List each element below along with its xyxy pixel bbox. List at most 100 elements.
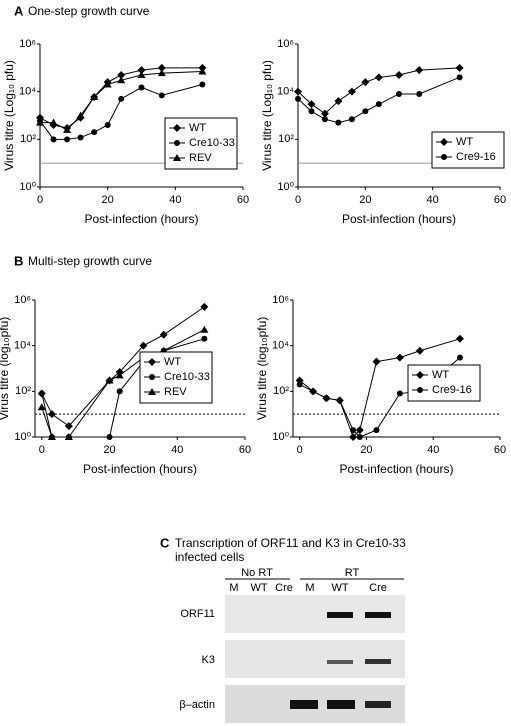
lane-label: WT — [331, 582, 348, 594]
point — [105, 376, 114, 384]
point — [350, 427, 357, 434]
point — [375, 101, 382, 108]
point — [296, 381, 303, 388]
y-tick-label: 10² — [278, 133, 294, 145]
point — [157, 63, 166, 72]
x-tick-label: 60 — [237, 194, 249, 206]
x-tick-label: 60 — [494, 194, 506, 206]
x-axis-label: Post-infection (hours) — [83, 462, 197, 476]
point — [307, 100, 316, 109]
point — [47, 433, 56, 440]
panel-title: One-step growth curve — [28, 4, 150, 18]
y-tick-label: 10⁰ — [14, 431, 31, 443]
legend-marker — [440, 138, 448, 146]
x-axis-label: Post-infection (hours) — [342, 212, 456, 226]
x-axis-label: Post-infection (hours) — [84, 212, 198, 226]
point — [347, 87, 356, 96]
point — [139, 341, 148, 350]
y-tick-label: 10² — [273, 385, 289, 397]
band — [327, 660, 353, 664]
point — [321, 116, 328, 123]
point — [416, 90, 423, 97]
legend-label: Cre9-16 — [432, 384, 472, 396]
y-tick-label: 10⁰ — [19, 181, 36, 193]
panel-title: Multi-step growth curve — [28, 254, 152, 268]
x-tick-label: 20 — [360, 444, 372, 456]
point — [396, 90, 402, 97]
legend-label: WT — [189, 122, 206, 134]
group-label: No RT — [241, 567, 273, 579]
point — [396, 390, 403, 397]
y-axis-label: Virus titre (log₁₀pfu) — [0, 317, 11, 421]
point — [47, 410, 56, 419]
point — [118, 95, 125, 102]
y-tick-label: 10⁴ — [19, 86, 36, 98]
x-tick-label: 20 — [103, 444, 115, 456]
point — [361, 78, 370, 87]
point — [336, 397, 343, 404]
y-tick-label: 10⁶ — [19, 38, 36, 50]
legend-label: REV — [164, 386, 187, 398]
band — [290, 700, 318, 709]
y-axis-label: Virus titre (Log₁₀ pfu) — [260, 60, 274, 171]
point — [116, 388, 123, 395]
point — [335, 119, 342, 126]
legend-label: WT — [432, 369, 449, 381]
point — [38, 390, 45, 397]
point — [49, 118, 58, 126]
y-tick-label: 10⁰ — [272, 431, 289, 443]
point — [415, 66, 424, 75]
point — [64, 433, 73, 440]
point — [456, 354, 463, 361]
legend-marker — [174, 140, 180, 146]
band — [365, 659, 391, 664]
legend-label: Cre10-33 — [164, 371, 210, 383]
legend-marker — [173, 124, 181, 132]
x-tick-label: 0 — [37, 194, 43, 206]
band — [365, 701, 391, 708]
point — [63, 125, 72, 133]
x-tick-label: 60 — [494, 444, 506, 456]
series-line — [40, 71, 203, 131]
point — [37, 403, 46, 411]
band — [327, 612, 353, 618]
point — [334, 97, 343, 106]
y-axis-label: Virus titre (Log₁₀ pfu) — [2, 60, 16, 171]
panel-title: Transcription of ORF11 and K3 in Cre10-3… — [175, 536, 406, 550]
point — [310, 388, 317, 395]
point — [103, 80, 112, 88]
lane-label: Cre — [369, 582, 387, 594]
point — [90, 92, 99, 100]
legend-marker — [149, 374, 155, 380]
y-tick-label: 10² — [20, 133, 36, 145]
point — [355, 426, 364, 435]
point — [294, 87, 302, 96]
y-tick-label: 10² — [15, 385, 31, 397]
row-label: β–actin — [179, 699, 215, 711]
point — [201, 335, 208, 342]
y-tick-label: 10⁶ — [277, 38, 294, 50]
point — [373, 427, 380, 434]
point — [320, 109, 329, 118]
point — [158, 92, 165, 99]
legend-marker — [173, 154, 181, 161]
point — [64, 422, 73, 431]
x-tick-label: 0 — [39, 444, 45, 456]
point — [349, 433, 358, 441]
point — [138, 84, 145, 91]
point — [104, 121, 111, 128]
point — [455, 334, 464, 343]
series-line — [297, 76, 460, 124]
point — [50, 136, 57, 143]
legend-label: Cre10-33 — [189, 137, 235, 149]
y-tick-label: 10⁰ — [277, 181, 294, 193]
series-line — [39, 84, 203, 140]
point — [295, 95, 301, 102]
legend-label: WT — [164, 356, 181, 368]
x-tick-label: 40 — [169, 194, 181, 206]
point — [415, 346, 424, 355]
legend-marker — [148, 388, 156, 395]
point — [372, 357, 381, 366]
row-label: K3 — [202, 654, 215, 666]
point — [356, 434, 363, 440]
